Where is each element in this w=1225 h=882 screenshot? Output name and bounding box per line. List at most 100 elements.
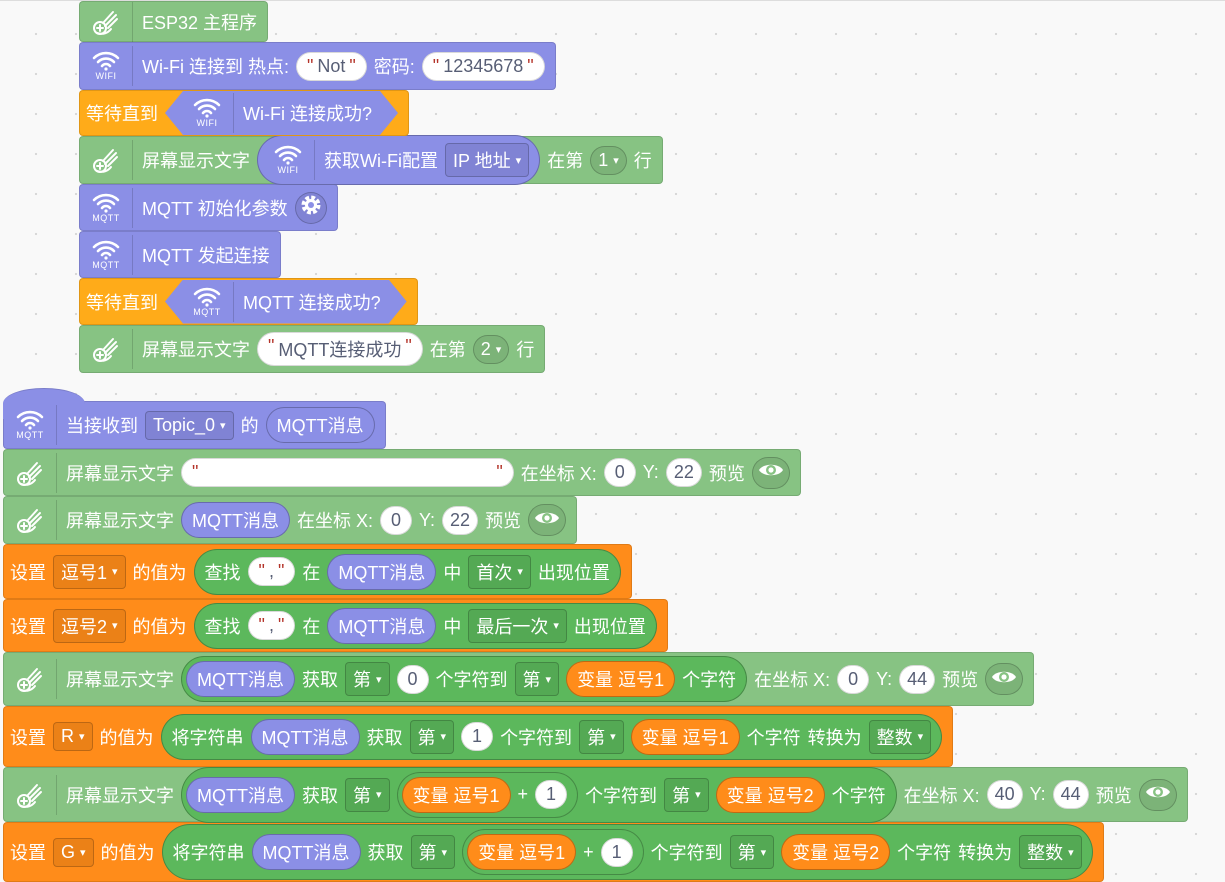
preview-button[interactable] [751, 456, 790, 489]
number-input[interactable]: 40 [986, 780, 1023, 809]
wifi-connect-block[interactable]: WIFI Wi-Fi 连接到 热点: " Not " 密码: " 12345678 " [79, 42, 556, 90]
reporter-block[interactable]: MQTT消息 [186, 661, 295, 697]
dropdown[interactable]: 第 ▾ [345, 662, 390, 696]
number-input[interactable]: 0 [380, 505, 413, 535]
chevron-down-icon: ▾ [553, 620, 559, 632]
set-variable-block[interactable]: 设置 逗号2 ▾ 的值为 查找 ", " 在 MQTT消息中最后一次 ▾ 出现位置 [3, 599, 668, 652]
mqtt-connect-block[interactable]: MQTT MQTT 发起连接 [79, 231, 281, 278]
block-label: 在坐标 X: [754, 670, 831, 690]
block-label: 个字符 [897, 843, 952, 863]
screen-text-block[interactable]: 屏幕显示文字 " MQTT连接成功 " 在第 2 ▾ 行 [79, 325, 546, 373]
dropdown[interactable]: 第 ▾ [664, 777, 709, 812]
dropdown[interactable]: 逗号1 ▾ [53, 554, 126, 589]
block-label: 的值为 [100, 843, 155, 863]
dropdown[interactable]: 第 ▾ [410, 835, 456, 869]
screen-text-xy-block[interactable]: 屏幕显示文字 MQTT消息 获取第 ▾ 变量 逗号1 +1 个字符到第 ▾ 变量 逗号2 个字符在… [3, 766, 1188, 823]
settings-button[interactable] [294, 191, 327, 224]
reporter-block[interactable]: MQTT消息 [327, 607, 437, 644]
reporter-block[interactable]: 将字符串 MQTT消息 获取第 ▾ 变量 逗号1 +1 个字符到第 ▾ 变量 逗号2 个字符 转换为… [161, 824, 1093, 880]
reporter-block[interactable]: MQTT消息 [251, 834, 361, 870]
number-input[interactable]: 1 [600, 837, 633, 867]
mqtt-init-block[interactable]: MQTT MQTT 初始化参数 [79, 184, 338, 231]
string-input[interactable]: " " [181, 458, 514, 487]
set-variable-block[interactable]: 设置 逗号1 ▾ 的值为 查找 ", " 在 MQTT消息中首次 ▾ 出现位置 [3, 544, 632, 599]
reporter-block[interactable]: 查找 ", " 在 MQTT消息中首次 ▾ 出现位置 [193, 548, 621, 595]
screen-text-xy-block[interactable]: 屏幕显示文字 MQTT消息 获取第 ▾ 0 个字符到第 ▾ 变量 逗号1 个字符 在坐标 X: 0 Y… [3, 652, 1035, 706]
dropdown[interactable]: 第 ▾ [514, 662, 560, 696]
block-label: 转换为 [958, 843, 1013, 863]
reporter-block[interactable]: WIFI 获取Wi-Fi配置 IP 地址 ▾ [257, 135, 541, 185]
icon-label: MQTT [92, 212, 120, 223]
dropdown[interactable]: R ▾ [53, 722, 93, 751]
number-input[interactable]: 0 [396, 664, 429, 694]
block-label: 屏幕显示文字 [142, 151, 250, 171]
dropdown[interactable]: 1 ▾ [590, 145, 627, 175]
reporter-block[interactable]: 变量 逗号2 [781, 834, 891, 870]
reporter-block[interactable]: MQTT消息 [186, 776, 295, 813]
number-input[interactable]: 1 [461, 722, 494, 751]
string-input[interactable]: " MQTT连接成功 " [257, 332, 423, 366]
reporter-block[interactable]: 变量 逗号1 [566, 661, 676, 697]
reporter-block[interactable]: 变量 逗号1 +1 [396, 771, 579, 818]
dropdown[interactable]: Topic_0 ▾ [145, 410, 234, 440]
dropdown[interactable]: 2 ▾ [472, 334, 510, 364]
wait-until-block[interactable]: 等待直到 WIFI Wi-Fi 连接成功? [79, 90, 409, 136]
dropdown[interactable]: 逗号2 ▾ [53, 608, 126, 643]
dropdown[interactable]: 整数 ▾ [1019, 835, 1082, 869]
boolean-reporter[interactable]: MQTT MQTT 连接成功? [165, 280, 407, 324]
chevron-down-icon: ▾ [440, 731, 447, 743]
block-label: 的值为 [132, 616, 187, 637]
dropdown[interactable]: 首次 ▾ [468, 554, 531, 589]
number-input[interactable]: 1 [535, 780, 568, 809]
mqtt-receive-hat-block[interactable]: MQTT 当接收到 Topic_0 ▾ 的 MQTT消息 [3, 388, 386, 449]
reporter-block[interactable]: MQTT消息 [265, 407, 375, 443]
number-input[interactable]: 44 [1052, 780, 1089, 809]
chevron-down-icon: ▾ [515, 154, 522, 167]
number-input[interactable]: 22 [442, 505, 479, 535]
preview-button[interactable] [985, 663, 1024, 695]
preview-button[interactable] [528, 504, 567, 536]
chevron-down-icon: ▾ [112, 620, 118, 632]
wait-until-block[interactable]: 等待直到 MQTT MQTT 连接成功? [79, 278, 418, 325]
dropdown[interactable]: 第 ▾ [579, 719, 624, 754]
set-variable-block[interactable]: 设置 R ▾ 的值为 将字符串 MQTT消息 获取第 ▾ 1 个字符到第 ▾ 变量 逗号1 个字符 转换为… [3, 706, 954, 767]
reporter-block[interactable]: MQTT消息 [250, 718, 360, 755]
reporter-block[interactable]: 变量 逗号1 [401, 776, 511, 813]
number-input[interactable]: 0 [837, 664, 870, 694]
reporter-block[interactable]: MQTT消息 获取第 ▾ 变量 逗号1 +1 个字符到第 ▾ 变量 逗号2 个字符 [181, 766, 897, 823]
dropdown[interactable]: IP 地址 ▾ [444, 143, 530, 177]
esp32-main-block[interactable]: ESP32 主程序 [79, 1, 269, 42]
string-input[interactable]: ", " [247, 611, 296, 640]
set-variable-block[interactable]: 设置 G ▾ 的值为 将字符串 MQTT消息 获取第 ▾ 变量 逗号1 +1 个字符到第 ▾ 变量 逗号… [3, 822, 1104, 882]
block-label: 获取 [367, 843, 404, 863]
reporter-block[interactable]: 变量 逗号1 +1 [462, 829, 644, 875]
wifi-icon: WIFI [268, 140, 315, 180]
reporter-block[interactable]: 查找 ", " 在 MQTT消息中最后一次 ▾ 出现位置 [193, 602, 657, 649]
reporter-block[interactable]: 将字符串 MQTT消息 获取第 ▾ 1 个字符到第 ▾ 变量 逗号1 个字符 转换为 整数 ▾ [160, 713, 943, 760]
number-input[interactable]: 0 [603, 458, 636, 487]
reporter-block[interactable]: MQTT消息 [181, 502, 290, 538]
reporter-block[interactable]: 变量 逗号2 [715, 776, 825, 813]
string-input[interactable]: ", " [247, 557, 296, 586]
dropdown[interactable]: 最后一次 ▾ [468, 608, 567, 643]
preview-button[interactable] [1138, 778, 1177, 811]
dropdown[interactable]: 第 ▾ [409, 719, 455, 754]
screen-text-xy-block[interactable]: 屏幕显示文字 MQTT消息 在坐标 X: 0 Y: 22 预览 [3, 496, 578, 544]
dropdown[interactable]: 第 ▾ [345, 777, 390, 812]
string-input[interactable]: " 12345678 " [421, 51, 545, 81]
screen-text-block[interactable]: 屏幕显示文字 WIFI 获取Wi-Fi配置 IP 地址 ▾ 在第 1 ▾ 行 [79, 135, 663, 185]
icon-label: WIFI [277, 165, 299, 175]
dropdown[interactable]: G ▾ [53, 837, 94, 867]
reporter-block[interactable]: 变量 逗号1 [467, 834, 577, 870]
dropdown[interactable]: 整数 ▾ [868, 719, 932, 754]
screen-text-xy-block[interactable]: 屏幕显示文字 " " 在坐标 X: 0 Y: 22 预览 [3, 449, 801, 496]
boolean-reporter[interactable]: WIFI Wi-Fi 连接成功? [165, 91, 398, 135]
reporter-block[interactable]: MQTT消息 [327, 553, 437, 590]
number-input[interactable]: 44 [899, 664, 936, 694]
reporter-block[interactable]: MQTT消息 获取第 ▾ 0 个字符到第 ▾ 变量 逗号1 个字符 [181, 656, 748, 702]
number-input[interactable]: 22 [665, 458, 702, 487]
block-label: 出现位置 [537, 562, 610, 583]
dropdown[interactable]: 第 ▾ [729, 835, 775, 869]
reporter-block[interactable]: 变量 逗号1 [630, 718, 740, 755]
string-input[interactable]: " Not " [295, 51, 367, 81]
